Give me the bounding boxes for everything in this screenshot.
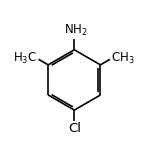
Text: NH$_2$: NH$_2$ (64, 23, 87, 38)
Text: CH$_3$: CH$_3$ (111, 51, 135, 66)
Text: Cl: Cl (68, 122, 81, 135)
Text: H$_3$C: H$_3$C (13, 51, 37, 66)
